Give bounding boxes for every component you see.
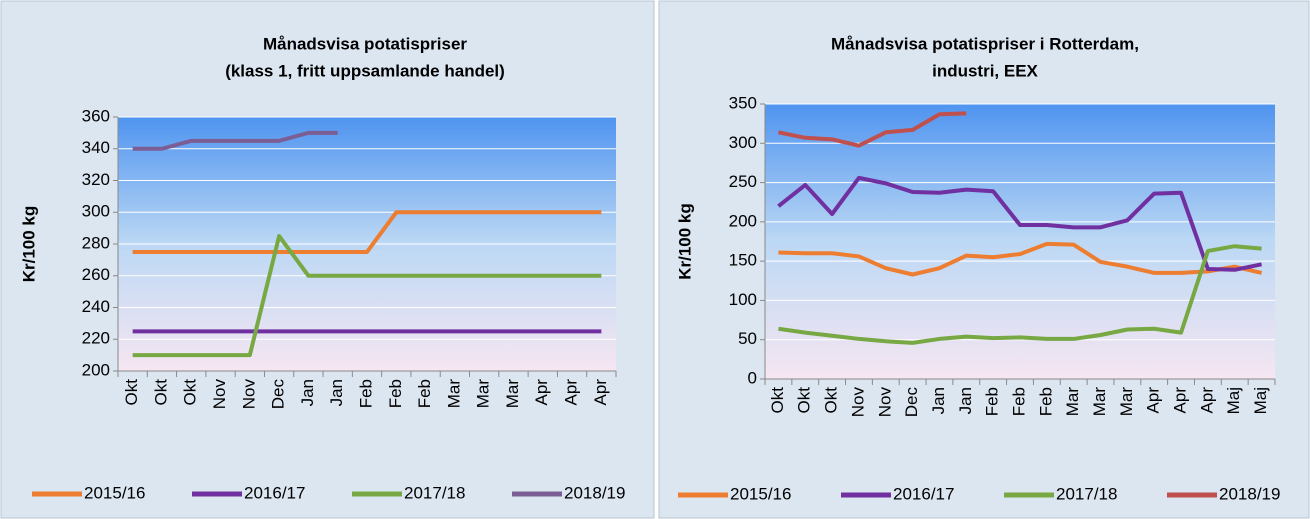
legend-label: 2018/19 [1219, 484, 1280, 503]
x-tick-label: Maj [1251, 387, 1270, 414]
y-tick-label: 200 [82, 360, 110, 379]
legend-label: 2015/16 [84, 483, 145, 502]
y-tick-label: 200 [729, 211, 757, 230]
chart-title: Månadsvisa potatispriser i Rotterdam, [831, 34, 1139, 53]
x-tick-label: Feb [356, 379, 375, 408]
chart-title: industri, EEX [932, 61, 1038, 80]
y-tick-label: 340 [82, 138, 110, 157]
x-tick-label: Nov [210, 379, 229, 410]
legend-label: 2016/17 [244, 483, 305, 502]
x-tick-label: Okt [822, 387, 841, 414]
x-tick-label: Apr [1197, 387, 1216, 414]
x-tick-label: Feb [1036, 387, 1055, 416]
x-tick-label: Apr [532, 379, 551, 406]
x-tick-label: Mar [1090, 387, 1109, 417]
x-tick-label: Feb [415, 379, 434, 408]
y-tick-label: 50 [738, 329, 757, 348]
series-line [778, 244, 1262, 345]
x-tick-label: Jan [298, 379, 317, 406]
x-tick-label: Nov [848, 387, 867, 418]
x-tick-label: Mar [1117, 387, 1136, 417]
y-tick-label: 240 [82, 297, 110, 316]
y-tick-label: 220 [82, 329, 110, 348]
y-tick-label: 350 [729, 93, 757, 112]
x-tick-label: Maj [1224, 387, 1243, 414]
chart-title: Månadsvisa potatispriser [263, 34, 467, 53]
y-axis-label: Kr/100 kg [19, 206, 38, 283]
plot-area [765, 104, 1275, 379]
y-tick-label: 360 [82, 106, 110, 125]
x-tick-label: Apr [562, 379, 581, 406]
x-tick-label: Feb [386, 379, 405, 408]
x-tick-label: Nov [875, 387, 894, 418]
x-tick-label: Okt [181, 379, 200, 406]
x-tick-label: Mar [474, 379, 493, 409]
x-tick-label: Jan [929, 387, 948, 414]
x-tick-label: Dec [269, 379, 288, 410]
x-tick-label: Nov [239, 379, 258, 410]
x-tick-label: Feb [983, 387, 1002, 416]
y-tick-label: 250 [729, 172, 757, 191]
series-line [778, 111, 967, 148]
x-tick-label: Okt [151, 379, 170, 406]
series-line [132, 130, 338, 151]
y-axis-label: Kr/100 kg [675, 203, 694, 280]
y-tick-label: 260 [82, 265, 110, 284]
legend-label: 2016/17 [893, 484, 954, 503]
chart-title: (klass 1, fritt uppsamlande handel) [225, 61, 505, 80]
x-tick-label: Jan [956, 387, 975, 414]
legend-label: 2015/16 [730, 484, 791, 503]
x-tick-label: Mar [503, 379, 522, 409]
x-tick-label: Apr [591, 379, 610, 406]
x-tick-label: Mar [1063, 387, 1082, 417]
legend-label: 2017/18 [404, 483, 465, 502]
x-tick-label: Okt [122, 379, 141, 406]
series-line [132, 210, 602, 254]
y-tick-label: 300 [82, 202, 110, 221]
y-tick-label: 0 [748, 368, 757, 387]
legend-label: 2018/19 [564, 483, 625, 502]
series-line [132, 234, 602, 358]
x-tick-label: Okt [768, 387, 787, 414]
x-tick-label: Apr [1171, 387, 1190, 414]
x-tick-label: Apr [1144, 387, 1163, 414]
x-tick-label: Jan [327, 379, 346, 406]
series-line [777, 175, 1262, 272]
x-tick-label: Okt [795, 387, 814, 414]
x-tick-label: Dec [902, 387, 921, 418]
y-tick-label: 100 [729, 290, 757, 309]
x-tick-label: Mar [444, 379, 463, 409]
y-tick-label: 280 [82, 233, 110, 252]
legend-label: 2017/18 [1056, 484, 1117, 503]
y-tick-label: 300 [729, 133, 757, 152]
y-tick-label: 150 [729, 251, 757, 270]
y-tick-label: 320 [82, 170, 110, 189]
series-line [778, 241, 1263, 277]
x-tick-label: Feb [1009, 387, 1028, 416]
